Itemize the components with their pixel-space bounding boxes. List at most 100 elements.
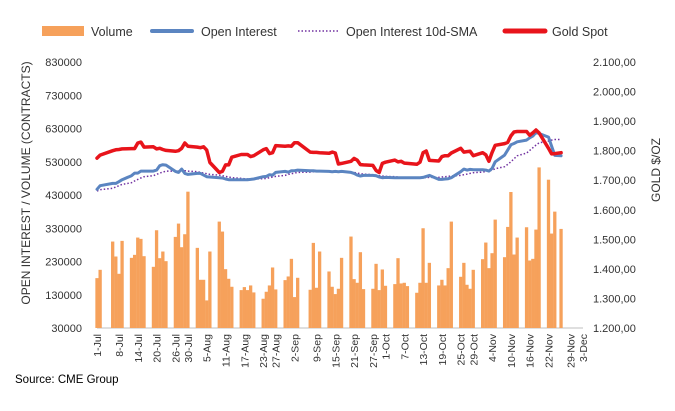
volume-bar xyxy=(173,236,178,328)
volume-bar xyxy=(151,266,156,328)
gold-spot-line xyxy=(95,128,563,175)
volume-bar xyxy=(546,179,551,328)
x-tick-label: 5-Aug xyxy=(202,334,214,362)
x-tick-label: 9-Sep xyxy=(311,334,323,362)
x-tick-label: 15-Sep xyxy=(330,334,342,368)
volume-bar xyxy=(418,282,422,328)
volume-bar xyxy=(317,251,322,328)
volume-bar xyxy=(227,278,231,328)
volume-bar xyxy=(198,279,203,328)
volume-bar xyxy=(339,257,344,328)
volume-bar xyxy=(314,287,319,328)
volume-bar xyxy=(132,254,137,328)
volume-bar xyxy=(396,258,400,328)
source-note: Source: CME Group xyxy=(15,374,119,386)
volume-bar xyxy=(465,284,469,328)
volume-bar xyxy=(111,241,115,328)
volume-bar xyxy=(468,288,472,328)
volume-bar xyxy=(471,269,475,328)
volume-bar xyxy=(333,294,337,328)
volume-bar xyxy=(139,238,143,328)
volume-bar xyxy=(230,286,234,328)
series-lines xyxy=(95,128,563,192)
x-tick-label: 4-Nov xyxy=(487,333,499,362)
volume-bar xyxy=(261,298,265,328)
volume-bar xyxy=(274,289,278,328)
volume-bar xyxy=(308,289,312,328)
volume-bar xyxy=(239,290,243,328)
volume-bar xyxy=(248,285,253,328)
y-right-tick-label: 1.300,00 xyxy=(593,293,636,305)
volume-bar xyxy=(270,267,275,328)
volume-bar xyxy=(180,247,184,328)
volume-bar xyxy=(524,227,529,328)
x-tick-label: 27-Sep xyxy=(368,334,380,368)
y-left-tick-label: 530000 xyxy=(45,157,82,169)
y-right-tick-label: 2.100,00 xyxy=(593,57,636,69)
open-interest-line xyxy=(95,131,563,191)
volume-bar xyxy=(158,258,162,328)
volume-bar xyxy=(161,251,165,328)
volume-bar xyxy=(283,280,287,328)
x-tick-label: 29-Oct xyxy=(468,334,480,366)
volume-bar xyxy=(349,236,353,328)
volume-bar xyxy=(217,221,221,328)
volume-bar xyxy=(509,192,513,328)
volume-bar xyxy=(512,254,516,328)
volume-bar xyxy=(393,284,397,328)
volume-bar xyxy=(531,258,535,328)
volume-bars xyxy=(95,167,563,328)
volume-bar xyxy=(129,257,134,328)
volume-bar xyxy=(95,278,99,328)
volume-bar xyxy=(515,237,519,328)
legend-label-sma: Open Interest 10d-SMA xyxy=(346,25,478,39)
x-tick-label: 19-Oct xyxy=(437,334,449,366)
x-tick-label: 1-Jul xyxy=(92,334,104,357)
x-tick-label: 16-Nov xyxy=(525,333,537,368)
legend-label-open_interest: Open Interest xyxy=(201,25,277,39)
x-tick-label: 27-Aug xyxy=(271,334,283,368)
volume-bar xyxy=(440,279,444,328)
volume-bar xyxy=(528,260,532,328)
legend-label-gold: Gold Spot xyxy=(552,25,608,39)
y-left-tick-label: 230000 xyxy=(45,257,82,269)
volume-bar xyxy=(553,211,557,328)
volume-bar xyxy=(421,228,425,328)
volume-bar xyxy=(164,261,168,328)
volume-bar xyxy=(437,285,441,328)
volume-bar xyxy=(296,277,300,328)
volume-bar xyxy=(358,252,363,328)
volume-bar xyxy=(559,228,563,328)
volume-bar xyxy=(502,257,507,328)
x-tick-label: 11-Aug xyxy=(221,334,233,367)
y-left-tick-label: 830000 xyxy=(45,57,82,69)
x-tick-label: 20-Jul xyxy=(152,334,164,363)
x-tick-label: 1-Oct xyxy=(380,334,392,360)
y-right-tick-label: 1.400,00 xyxy=(593,264,636,276)
legend-swatch-volume xyxy=(42,26,84,36)
y-left-tick-label: 730000 xyxy=(45,90,82,102)
volume-bar xyxy=(286,276,290,328)
volume-bar xyxy=(383,285,388,328)
volume-bar xyxy=(208,251,212,328)
y-left-tick-label: 430000 xyxy=(45,190,82,202)
y-right-tick-label: 1.800,00 xyxy=(593,146,636,158)
legend-label-volume: Volume xyxy=(91,25,133,39)
volume-bar xyxy=(220,231,225,328)
volume-bar xyxy=(424,282,428,328)
volume-bar xyxy=(242,287,247,328)
y-right-tick-labels: 1.200,00 1.300,00 1.400,00 1.500,00 1.600,00… xyxy=(593,57,636,335)
x-tick-label: 17-Aug xyxy=(239,334,251,368)
volume-bar xyxy=(154,230,159,328)
volume-bar xyxy=(481,259,485,328)
volume-bar xyxy=(487,268,491,328)
x-tick-label: 13-Oct xyxy=(418,334,430,366)
volume-bar xyxy=(142,256,146,328)
x-tick-label: 8-Jul xyxy=(114,334,126,357)
volume-bar xyxy=(330,286,334,328)
volume-bar xyxy=(117,273,121,328)
y-right-tick-label: 1.700,00 xyxy=(593,175,636,187)
volume-bar xyxy=(493,219,497,328)
volume-bar xyxy=(361,289,366,328)
